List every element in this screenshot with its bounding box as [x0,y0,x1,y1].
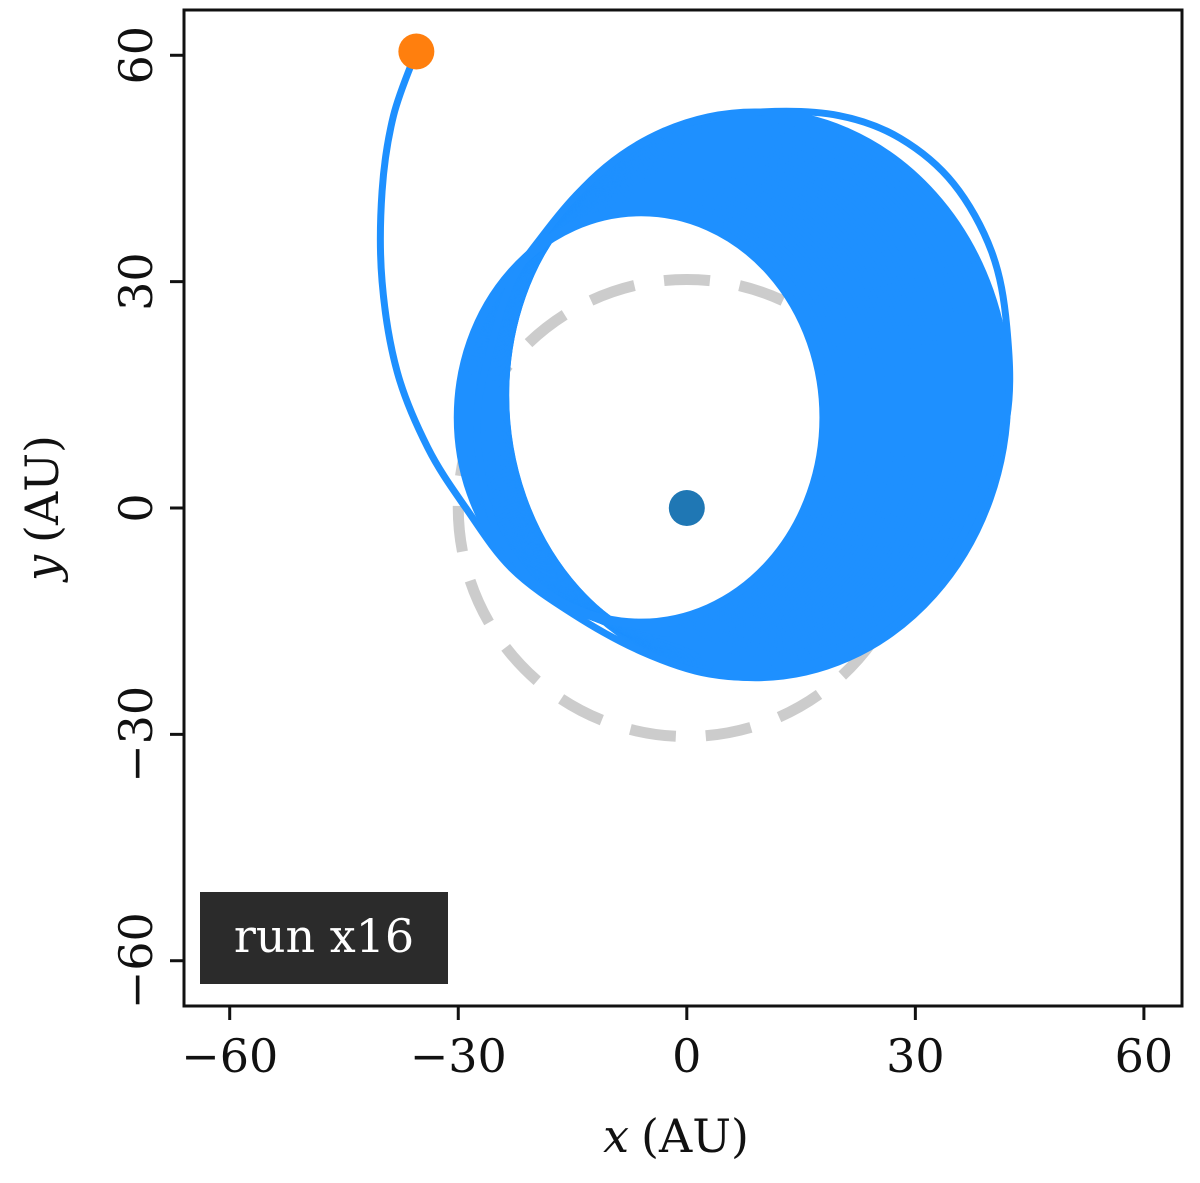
y-axis-unit: (AU) [15,435,69,543]
plot-area [182,8,1184,1008]
y-tick-label: 0 [109,493,163,522]
x-axis-ticks: −60 −30 0 30 60 [181,1006,1173,1083]
x-tick-label: 30 [886,1029,945,1083]
y-tick-label: 30 [109,252,163,311]
y-axis-variable: y [15,554,69,583]
y-axis-label: y (AU) [15,435,69,583]
x-axis-unit: (AU) [641,1109,749,1163]
y-tick-label: 60 [109,26,163,85]
x-axis-variable: x [603,1109,629,1163]
y-tick-label: −30 [109,686,163,783]
run-label-background [200,892,448,984]
central-body-marker [668,490,705,526]
x-tick-label: −60 [181,1029,278,1083]
start-point-marker [398,33,435,70]
x-axis-label: x (AU) [603,1109,749,1163]
y-tick-label: −60 [109,912,163,1009]
trajectory-loop [453,207,829,628]
run-label-box: run x16 [200,892,448,984]
x-tick-label: 60 [1115,1029,1174,1083]
x-tick-label: 0 [672,1029,701,1083]
trajectory-initial-arc [376,48,1014,681]
y-axis-ticks: −60 −30 0 30 60 [109,26,184,1009]
run-label-text: run x16 [234,909,414,963]
x-tick-label: −30 [410,1029,507,1083]
